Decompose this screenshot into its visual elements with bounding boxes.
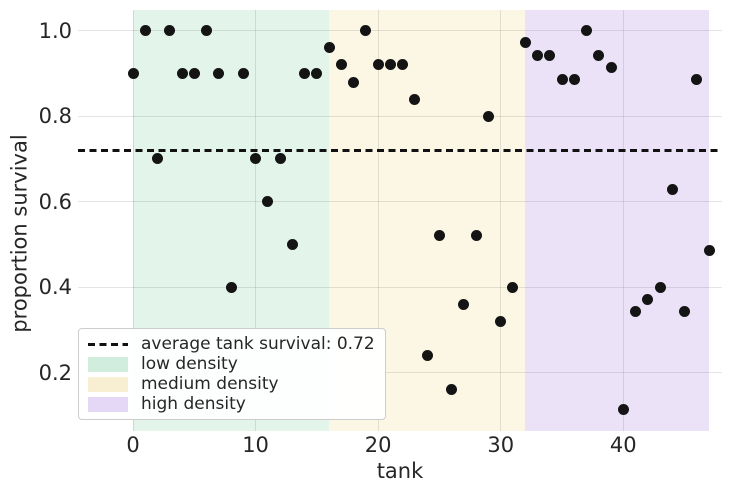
- legend-dash-sample: [88, 342, 128, 346]
- data-point: [703, 245, 715, 257]
- grid-line-horizontal: [78, 115, 722, 117]
- data-point: [348, 76, 360, 88]
- legend: average tank survival: 0.72 low density me…: [78, 328, 386, 420]
- data-point: [519, 37, 531, 49]
- grid-line-vertical: [132, 10, 134, 431]
- data-point: [531, 49, 543, 61]
- data-point: [311, 67, 323, 79]
- grid-line-horizontal: [78, 286, 722, 288]
- grid-line-vertical: [500, 10, 502, 431]
- x-tick-label: 30: [487, 433, 515, 457]
- x-tick-label: 20: [364, 433, 392, 457]
- legend-entry-label: high density: [141, 394, 246, 414]
- data-point: [250, 153, 262, 165]
- data-point: [127, 67, 139, 79]
- data-point: [654, 281, 666, 293]
- data-point: [446, 384, 458, 396]
- data-point: [274, 153, 286, 165]
- y-tick-label: 0.2: [38, 360, 72, 385]
- average-survival-line: [78, 148, 722, 152]
- data-point: [421, 350, 433, 362]
- data-point: [384, 59, 396, 71]
- y-tick-label: 1.0: [38, 18, 72, 43]
- data-point: [544, 49, 556, 61]
- data-point: [495, 315, 507, 327]
- data-point: [433, 230, 445, 242]
- data-point: [568, 74, 580, 86]
- data-point: [164, 25, 176, 37]
- legend-row: low density: [88, 354, 375, 374]
- data-point: [225, 281, 237, 293]
- grid-line-vertical: [622, 10, 624, 431]
- legend-entry-label: average tank survival: 0.72: [141, 334, 375, 354]
- data-point: [139, 25, 151, 37]
- x-axis-label: tank: [376, 459, 424, 483]
- data-point: [630, 306, 642, 318]
- x-tick-label: 40: [609, 433, 637, 457]
- plot-area: [78, 10, 722, 431]
- grid-line-vertical: [255, 10, 257, 431]
- data-point: [201, 25, 213, 37]
- legend-swatch: [88, 356, 128, 372]
- data-point: [691, 74, 703, 86]
- legend-row: average tank survival: 0.72: [88, 334, 375, 354]
- data-point: [286, 238, 298, 250]
- data-point: [176, 67, 188, 79]
- data-point: [188, 67, 200, 79]
- y-axis-label: proportion survival: [7, 134, 32, 333]
- data-point: [152, 153, 163, 165]
- legend-entry-label: low density: [141, 354, 238, 374]
- y-tick-label: 0.4: [38, 275, 72, 300]
- data-point: [360, 25, 372, 37]
- legend-row: high density: [88, 394, 375, 414]
- data-point: [679, 306, 691, 318]
- x-tick-label: 0: [126, 433, 140, 457]
- y-tick-label: 0.6: [38, 189, 72, 214]
- data-point: [372, 59, 384, 71]
- data-point: [323, 42, 335, 54]
- legend-swatch: [88, 396, 128, 412]
- grid-line-vertical: [377, 10, 379, 431]
- data-point: [642, 293, 654, 305]
- data-point: [397, 59, 409, 71]
- data-point: [409, 93, 421, 105]
- grid-line-horizontal: [78, 30, 722, 32]
- grid-line-horizontal: [78, 201, 722, 203]
- data-point: [237, 67, 249, 79]
- data-point: [556, 74, 568, 86]
- legend-swatch: [88, 376, 128, 392]
- data-point: [482, 110, 494, 122]
- legend-entry-label: medium density: [141, 374, 279, 394]
- data-point: [593, 49, 605, 61]
- legend-row: medium density: [88, 374, 375, 394]
- x-tick-label: 10: [242, 433, 269, 457]
- y-tick-label: 0.8: [38, 104, 72, 129]
- data-point: [262, 196, 274, 208]
- data-point: [666, 183, 678, 195]
- data-point: [605, 61, 617, 73]
- data-point: [617, 403, 629, 415]
- data-point: [458, 298, 470, 310]
- density-span: [525, 10, 710, 431]
- data-point: [335, 59, 347, 71]
- data-point: [507, 281, 519, 293]
- data-point: [299, 67, 311, 79]
- grid-line-horizontal: [78, 372, 722, 374]
- data-point: [213, 67, 225, 79]
- data-point: [581, 25, 593, 37]
- data-point: [470, 230, 482, 242]
